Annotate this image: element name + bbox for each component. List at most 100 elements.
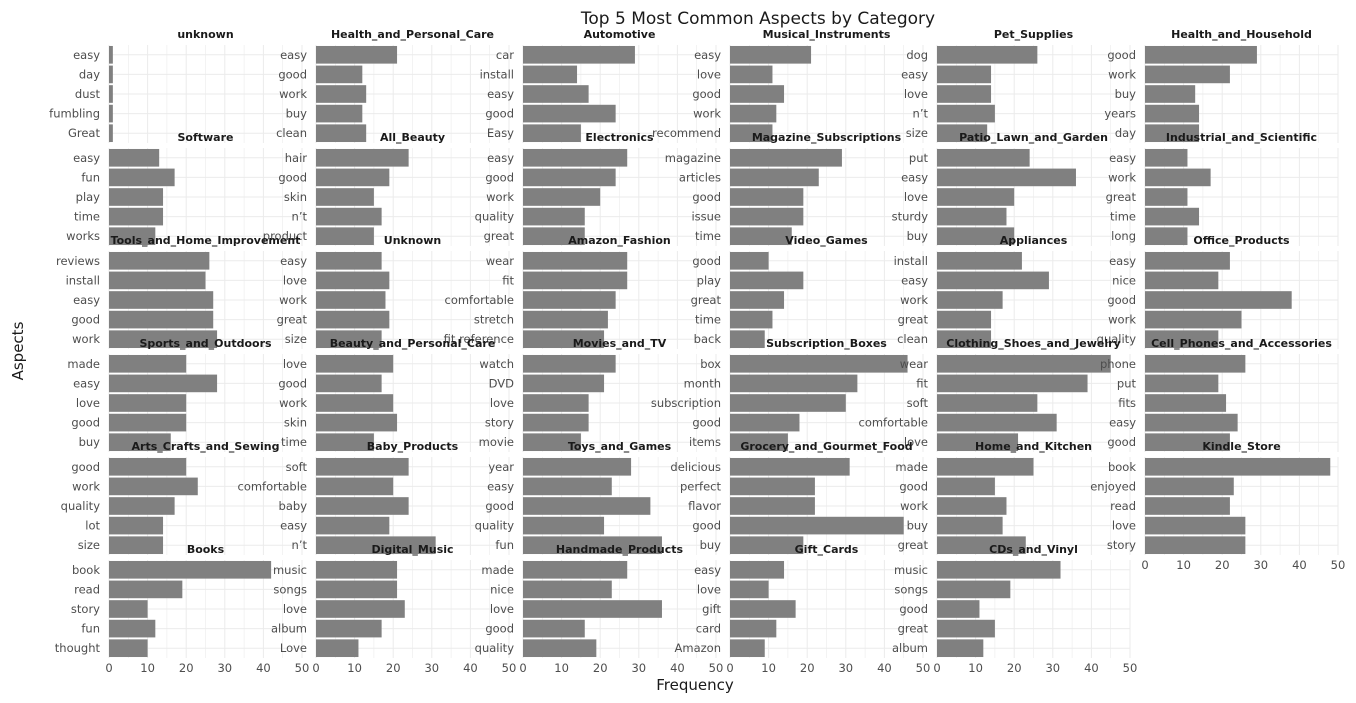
category-label: good (71, 416, 100, 430)
category-label: easy (901, 273, 928, 287)
category-label: work (1108, 170, 1136, 184)
category-label: year (488, 460, 514, 474)
bar (109, 433, 171, 452)
facet-Health_and_Household: good work buy years day Health_and_Household (1104, 28, 1339, 143)
bar (316, 85, 367, 103)
bar (937, 85, 992, 103)
category-label: easy (73, 376, 100, 390)
bar (730, 188, 804, 206)
category-label: album (892, 641, 928, 655)
facet-title: CDs_and_Vinyl (989, 543, 1078, 556)
category-label: dust (75, 87, 101, 101)
category-label: perfect (680, 479, 722, 493)
category-label: phone (1100, 357, 1136, 371)
category-label: easy (694, 563, 721, 577)
chart-title: Top 5 Most Common Aspects by Category (580, 9, 935, 29)
x-tick-label: 0 (1141, 558, 1148, 572)
bar (730, 580, 769, 599)
bar (109, 497, 175, 515)
bar (730, 560, 785, 579)
category-label: product (263, 229, 308, 243)
category-label: car (496, 48, 514, 62)
bar (523, 310, 608, 329)
category-label: fun (81, 170, 100, 184)
x-tick-label: 0 (726, 661, 733, 675)
category-label: nice (490, 582, 514, 596)
x-tick-label: 30 (217, 661, 232, 675)
bar (316, 65, 363, 84)
bar (937, 148, 1030, 167)
bar (316, 600, 405, 618)
bar (316, 310, 390, 329)
bar (730, 433, 788, 452)
category-label: easy (73, 151, 100, 165)
category-label: made (895, 460, 928, 474)
facet-title: Software (178, 131, 234, 144)
bar (109, 271, 206, 290)
facet-CDs_and_Vinyl: music songs good great album CDs_and_Vinyl 0 10… (892, 543, 1137, 675)
category-label: easy (280, 48, 307, 62)
bar (316, 354, 394, 373)
category-label: buy (1115, 87, 1137, 101)
facet-title: Health_and_Household (1171, 28, 1312, 41)
bar (316, 291, 386, 309)
bar (523, 560, 628, 579)
facet-title: Automotive (584, 28, 656, 41)
bar (109, 251, 210, 270)
bar (316, 433, 374, 452)
bar (730, 516, 904, 535)
bar (523, 207, 585, 226)
bar (316, 207, 382, 226)
category-label: album (271, 622, 307, 636)
facet-title: Kindle_Store (1202, 440, 1280, 453)
bar (523, 124, 581, 143)
bar (937, 227, 1015, 246)
category-label: great (691, 293, 722, 307)
bar (937, 188, 1015, 206)
category-label: story (1107, 538, 1136, 552)
category-label: great (898, 538, 929, 552)
bar (109, 536, 164, 555)
bar (109, 374, 218, 393)
facet-Arts_Crafts_and_Sewing: good work quality lot size Arts_Crafts_and_Se… (61, 440, 303, 555)
bar (937, 413, 1057, 432)
bar (1145, 227, 1188, 246)
bar (730, 271, 804, 290)
facet-title: Clothing_Shoes_and_Jewelry (946, 337, 1120, 350)
facet-Grocery_and_Gourmet_Food: delicious perfect flavor good buy Grocery_and… (670, 440, 924, 555)
category-label: love (904, 435, 928, 449)
facet-Home_and_Kitchen: made good work buy great Home_and_Kitchen (895, 440, 1131, 555)
x-tick-label: 30 (424, 661, 439, 675)
category-label: quality (475, 210, 515, 224)
bar (523, 497, 651, 515)
facet-Handmade_Products: made nice love good quality Handmade_Products… (475, 543, 724, 675)
category-label: comfortable (445, 293, 515, 307)
category-label: magazine (665, 151, 721, 165)
category-label: music (273, 563, 307, 577)
bar (937, 374, 1088, 393)
bar (1145, 124, 1200, 143)
bar (523, 45, 635, 64)
x-tick-label: 10 (140, 661, 155, 675)
category-label: thought (55, 641, 101, 655)
bar (109, 188, 164, 206)
category-label: read (74, 582, 100, 596)
bar (316, 124, 367, 143)
category-label: good (278, 170, 307, 184)
category-label: love (283, 602, 307, 616)
category-label: work (279, 87, 307, 101)
facet-title: Tools_and_Home_Improvement (111, 234, 301, 247)
x-axis-title: Frequency (656, 676, 734, 694)
bar (1145, 457, 1331, 476)
category-label: n’t (292, 538, 308, 552)
facet-Kindle_Store: book enjoyed read love story Kindle_Store 0 10 2… (1090, 440, 1345, 572)
bar (316, 560, 398, 579)
facet-title: All_Beauty (380, 131, 445, 144)
facet-title: Subscription_Boxes (766, 337, 887, 350)
category-label: delicious (670, 460, 721, 474)
bar (730, 354, 908, 373)
category-label: easy (487, 151, 514, 165)
category-label: book (72, 563, 100, 577)
x-tick-label: 50 (709, 661, 724, 675)
bar (523, 291, 616, 309)
